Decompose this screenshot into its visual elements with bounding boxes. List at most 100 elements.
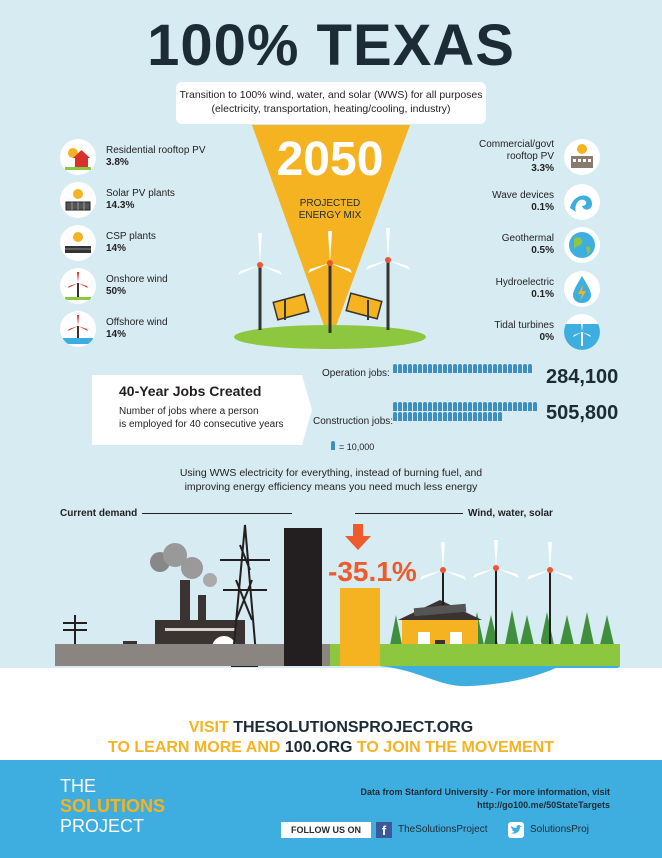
data-source-link[interactable]: http://go100.me/50StateTargets <box>477 800 610 810</box>
jobs-title: 40-Year Jobs Created <box>119 383 262 399</box>
source-pct: 0.1% <box>531 202 554 213</box>
source-pct: 0% <box>539 332 554 343</box>
person-icon <box>478 412 482 421</box>
operation-jobs-label: Operation jobs: <box>322 368 390 379</box>
operation-jobs-value: 284,100 <box>546 366 619 388</box>
onshore-wind-icon <box>60 268 96 304</box>
solutions-project-logo: THE SOLUTIONS PROJECT <box>60 776 165 836</box>
construction-jobs-label: Construction jobs: <box>313 416 394 427</box>
source-label-2: rooftop PV <box>506 151 554 162</box>
person-icon <box>453 364 457 373</box>
operation-jobs-icons <box>393 364 538 373</box>
wws-label: Wind, water, solar <box>468 508 553 519</box>
data-source: Data from Stanford University - For more… <box>340 786 610 812</box>
footer <box>0 760 662 858</box>
person-icon <box>438 402 442 411</box>
solutions-project-link[interactable]: THESOLUTIONSPROJECT.ORG <box>233 719 474 736</box>
offshore-wind-icon <box>60 311 96 347</box>
person-icon <box>398 402 402 411</box>
jobs-box-shape <box>92 375 312 445</box>
source-label: Residential rooftop PV <box>106 145 206 156</box>
construction-jobs-value: 505,800 <box>546 402 619 424</box>
source-commercial-rooftop-pv: Commercial/govt rooftop PV 3.3% <box>479 139 600 175</box>
source-onshore-wind: Onshore wind 50% <box>60 268 168 304</box>
person-icon <box>463 364 467 373</box>
current-demand-label: Current demand <box>60 508 138 519</box>
person-icon <box>423 364 427 373</box>
person-icon <box>488 402 492 411</box>
source-residential-rooftop-pv: Residential rooftop PV 3.8% <box>60 139 206 175</box>
jobs-description: Number of jobs where a person is employe… <box>119 405 284 431</box>
person-icon <box>418 364 422 373</box>
person-icon <box>418 402 422 411</box>
person-icon <box>478 402 482 411</box>
logo-solutions: SOLUTIONS <box>60 796 166 816</box>
person-icon <box>528 402 532 411</box>
person-icon <box>508 402 512 411</box>
projected-line2: ENERGY MIX <box>298 210 362 221</box>
bottom-white-band <box>0 668 662 760</box>
person-icon <box>423 412 427 421</box>
person-icon <box>458 364 462 373</box>
person-icon <box>428 364 432 373</box>
logo-the: THE <box>60 776 96 796</box>
person-icon <box>418 412 422 421</box>
person-icon <box>408 412 412 421</box>
visit-word-1: VISIT <box>188 719 234 736</box>
tidal-turbine-icon <box>564 314 600 350</box>
person-icon <box>398 412 402 421</box>
person-icon <box>448 364 452 373</box>
twitter-icon[interactable] <box>508 822 524 838</box>
person-icon <box>463 412 467 421</box>
person-icon <box>473 412 477 421</box>
current-demand-line <box>142 513 292 514</box>
person-icon <box>498 402 502 411</box>
person-icon <box>438 364 442 373</box>
person-icon <box>423 402 427 411</box>
person-icon <box>518 364 522 373</box>
energy-text-line2: improving energy efficiency means you ne… <box>184 481 478 493</box>
person-icon <box>523 364 527 373</box>
water-drop-icon <box>564 271 600 307</box>
source-pct: 0.5% <box>531 245 554 256</box>
source-hydroelectric: Hydroelectric 0.1% <box>496 271 600 307</box>
globe-icon <box>564 227 600 263</box>
person-icon <box>453 402 457 411</box>
source-tidal-turbines: Tidal turbines 0% <box>494 314 600 350</box>
wave-icon <box>564 184 600 220</box>
follow-us-badge: FOLLOW US ON <box>281 822 371 838</box>
person-icon <box>433 364 437 373</box>
person-icon <box>443 402 447 411</box>
subtitle-line1: Transition to 100% wind, water, and sola… <box>179 89 483 101</box>
person-icon <box>513 364 517 373</box>
person-icon <box>438 412 442 421</box>
person-icon <box>413 364 417 373</box>
construction-jobs-icons <box>393 402 538 421</box>
person-icon <box>503 402 507 411</box>
subtitle-line2: (electricity, transportation, heating/co… <box>211 103 451 115</box>
year-label: 2050 <box>276 133 384 186</box>
person-icon <box>483 364 487 373</box>
twitter-link[interactable]: SolutionsProj <box>530 824 589 835</box>
person-icon <box>493 364 497 373</box>
source-label: Wave devices <box>492 190 554 201</box>
person-icon <box>468 412 472 421</box>
person-icon <box>533 402 537 411</box>
source-offshore-wind: Offshore wind 14% <box>60 311 168 347</box>
source-solar-pv-plants: Solar PV plants 14.3% <box>60 182 175 218</box>
facebook-link[interactable]: TheSolutionsProject <box>398 824 488 835</box>
visit-text: VISIT THESOLUTIONSPROJECT.ORG TO LEARN M… <box>0 718 662 758</box>
100-org-link[interactable]: 100.ORG <box>284 739 353 756</box>
facebook-icon[interactable]: f <box>376 822 392 838</box>
person-icon <box>453 412 457 421</box>
source-label: Onshore wind <box>106 274 168 285</box>
person-icon <box>398 364 402 373</box>
person-icon <box>448 412 452 421</box>
energy-text-line1: Using WWS electricity for everything, in… <box>179 467 483 479</box>
person-icon <box>443 412 447 421</box>
source-pct: 0.1% <box>531 289 554 300</box>
person-icon <box>458 412 462 421</box>
person-icon <box>393 364 397 373</box>
person-icon <box>408 364 412 373</box>
person-icon <box>458 402 462 411</box>
